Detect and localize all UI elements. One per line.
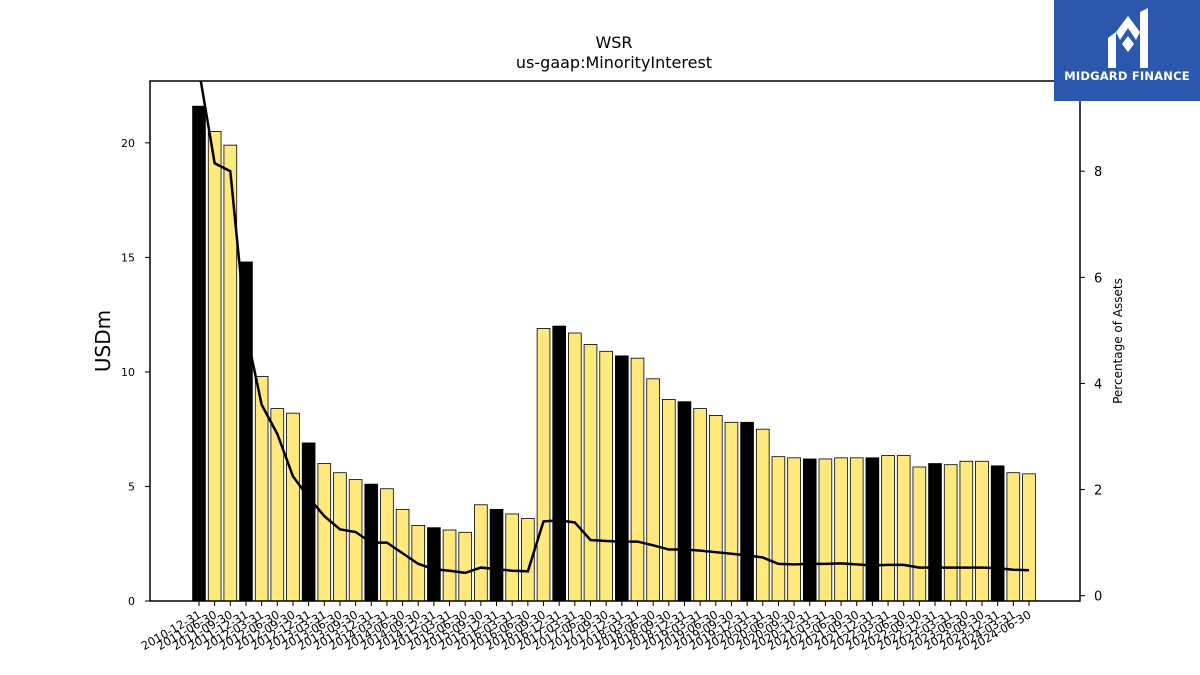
bar <box>505 513 519 602</box>
bar <box>959 460 974 602</box>
bar <box>724 421 739 602</box>
bar <box>568 332 582 602</box>
y-tick-label: 0 <box>128 595 135 608</box>
brand-logo: MIDGARD FINANCE <box>1054 0 1200 101</box>
bar <box>536 328 551 602</box>
bar <box>740 421 754 602</box>
plot-frame <box>149 80 1081 602</box>
bar <box>1022 473 1036 602</box>
bar <box>458 531 473 602</box>
y-tick-label: 20 <box>121 137 135 150</box>
bar <box>975 460 989 602</box>
y2-tick-label: 0 <box>1094 590 1102 605</box>
bar <box>192 105 206 602</box>
bar <box>239 261 253 602</box>
chart-title: WSR <box>595 33 632 52</box>
y2-tick-label: 6 <box>1094 271 1102 286</box>
bar <box>630 357 645 602</box>
line-layer <box>199 81 1030 575</box>
bar <box>834 457 848 602</box>
bar <box>708 415 723 602</box>
bar <box>912 466 927 602</box>
y-tick-label: 5 <box>128 480 135 493</box>
bar <box>583 344 598 602</box>
bar <box>928 463 942 602</box>
bars-layer <box>192 105 1036 602</box>
bar <box>286 412 300 602</box>
y2-tick-label: 8 <box>1094 165 1102 180</box>
bar <box>881 455 895 602</box>
bar <box>818 458 833 602</box>
bar <box>771 456 786 602</box>
bar <box>677 401 692 602</box>
y2-tick-label: 4 <box>1094 377 1102 392</box>
bar <box>1006 472 1021 602</box>
bar <box>646 378 660 602</box>
bar <box>301 442 316 602</box>
bar <box>348 479 363 602</box>
bar <box>317 463 332 602</box>
y-axis-label: USDm <box>91 310 115 372</box>
bar <box>552 325 566 602</box>
bar <box>474 504 488 602</box>
bar <box>865 457 880 602</box>
bar <box>896 455 911 602</box>
bar <box>599 350 613 602</box>
bar <box>489 508 504 602</box>
bar <box>943 464 958 602</box>
bar <box>755 428 770 602</box>
y-tick-label: 10 <box>121 366 135 379</box>
y-tick-label: 15 <box>121 251 135 264</box>
bar <box>333 472 347 602</box>
bar <box>254 376 269 602</box>
bar <box>442 529 457 602</box>
y-axis-right: 0 2 4 6 8 <box>1080 165 1102 605</box>
bar <box>787 457 801 602</box>
bar <box>990 465 1005 602</box>
bar <box>662 399 676 602</box>
bar <box>427 527 441 602</box>
logo-mark-icon <box>1108 8 1148 68</box>
series-line <box>199 81 1030 575</box>
bar <box>207 130 222 602</box>
bar <box>615 355 629 602</box>
bar <box>849 457 864 602</box>
y-axis-left: 0 5 10 15 20 <box>121 137 150 608</box>
x-axis: 2010-12-312011-06-302011-09-302011-12-31… <box>139 601 1033 653</box>
logo-text: MIDGARD FINANCE <box>1064 69 1190 83</box>
y2-axis-label: Percentage of Assets <box>1111 278 1125 404</box>
bar <box>693 408 707 602</box>
y2-tick-label: 2 <box>1094 484 1102 499</box>
chart-subtitle: us-gaap:MinorityInterest <box>516 53 712 72</box>
bar <box>802 458 817 602</box>
